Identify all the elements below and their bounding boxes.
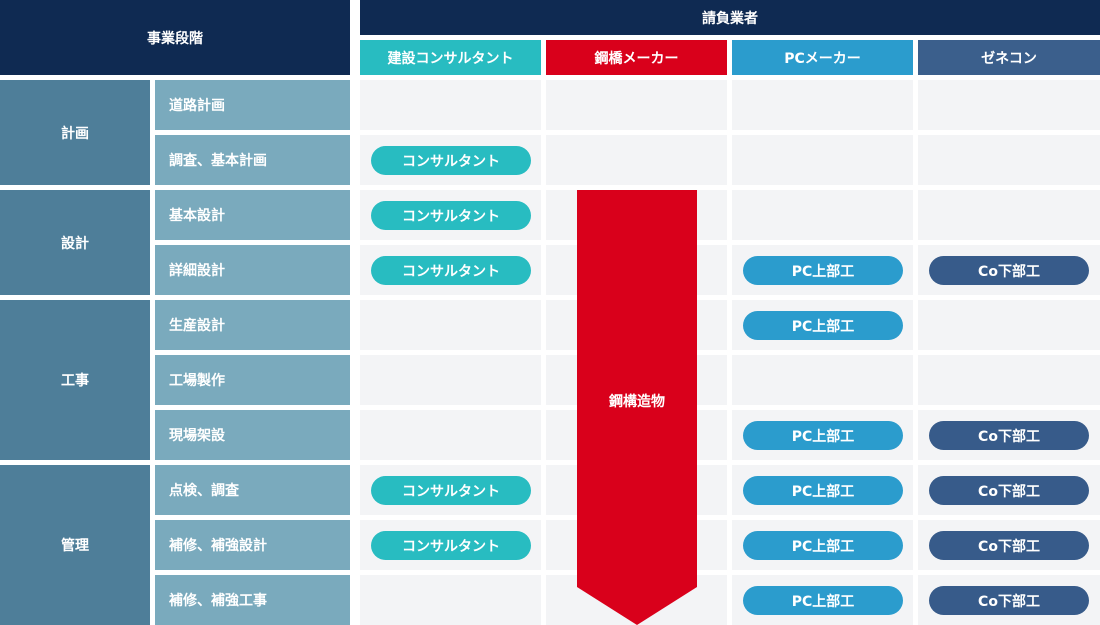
consultant-pill: コンサルタント [371, 146, 531, 175]
grid-cell [360, 80, 541, 130]
step-production-design: 生産設計 [155, 300, 350, 350]
stage-group-construction: 工事 [0, 300, 150, 460]
pc-upper-pill: PC上部工 [743, 586, 903, 615]
grid-cell [918, 80, 1100, 130]
column-header-steel-maker: 鋼橋メーカー [546, 40, 727, 75]
grid-cell [360, 355, 541, 405]
contractor-header: 請負業者 [360, 0, 1100, 35]
stage-group-management: 管理 [0, 465, 150, 625]
step-site-erection: 現場架設 [155, 410, 350, 460]
consultant-pill: コンサルタント [371, 476, 531, 505]
column-header-consultant: 建設コンサルタント [360, 40, 541, 75]
stage-group-design: 設計 [0, 190, 150, 295]
grid-cell [732, 80, 913, 130]
step-basic-design: 基本設計 [155, 190, 350, 240]
consultant-pill: コンサルタント [371, 201, 531, 230]
grid-cell [918, 355, 1100, 405]
grid-cell [732, 355, 913, 405]
column-header-general-contractor: ゼネコン [918, 40, 1100, 75]
pc-upper-pill: PC上部工 [743, 311, 903, 340]
grid-cell [918, 300, 1100, 350]
pc-upper-pill: PC上部工 [743, 531, 903, 560]
step-survey-basic-planning: 調査、基本計画 [155, 135, 350, 185]
grid-cell [546, 80, 727, 130]
grid-cell [918, 135, 1100, 185]
grid-cell [360, 575, 541, 625]
grid-cell [732, 135, 913, 185]
grid-cell [360, 410, 541, 460]
co-lower-pill: Co下部工 [929, 586, 1089, 615]
step-factory-fabrication: 工場製作 [155, 355, 350, 405]
stage-header: 事業段階 [0, 0, 350, 75]
co-lower-pill: Co下部工 [929, 256, 1089, 285]
pc-upper-pill: PC上部工 [743, 421, 903, 450]
grid-cell [918, 190, 1100, 240]
co-lower-pill: Co下部工 [929, 476, 1089, 505]
grid-cell [546, 135, 727, 185]
grid-cell [732, 190, 913, 240]
column-header-pc-maker: PCメーカー [732, 40, 913, 75]
step-detailed-design: 詳細設計 [155, 245, 350, 295]
step-inspection-survey: 点検、調査 [155, 465, 350, 515]
pc-upper-pill: PC上部工 [743, 256, 903, 285]
step-repair-work: 補修、補強工事 [155, 575, 350, 625]
pc-upper-pill: PC上部工 [743, 476, 903, 505]
co-lower-pill: Co下部工 [929, 531, 1089, 560]
step-road-planning: 道路計画 [155, 80, 350, 130]
steel-structure-label: 鋼構造物 [609, 394, 665, 410]
steel-structure-arrow-shape [577, 190, 697, 625]
consultant-pill: コンサルタント [371, 531, 531, 560]
grid-cell [360, 300, 541, 350]
stage-group-planning: 計画 [0, 80, 150, 185]
step-repair-design: 補修、補強設計 [155, 520, 350, 570]
consultant-pill: コンサルタント [371, 256, 531, 285]
co-lower-pill: Co下部工 [929, 421, 1089, 450]
